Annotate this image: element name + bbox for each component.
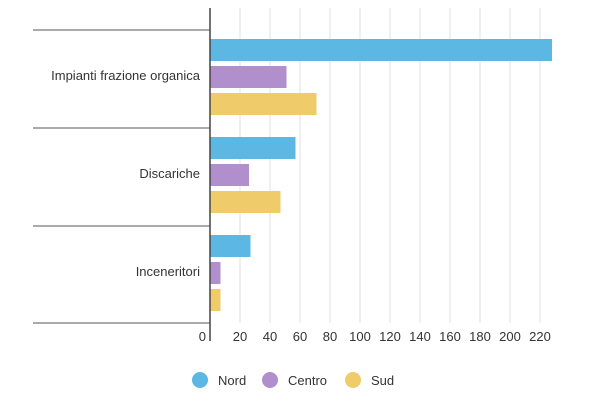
x-tick-label: 220 bbox=[529, 329, 551, 344]
bar-centro-3 bbox=[210, 262, 221, 284]
x-tick-label: 20 bbox=[233, 329, 247, 344]
category-label: Impianti frazione organica bbox=[51, 68, 201, 83]
bar-centro-1 bbox=[210, 66, 287, 88]
category-label: Inceneritori bbox=[136, 264, 200, 279]
bar-sud-1 bbox=[210, 93, 317, 115]
bar-centro-2 bbox=[210, 164, 249, 186]
x-tick-label: 140 bbox=[409, 329, 431, 344]
bar-nord-3 bbox=[210, 235, 251, 257]
legend-swatch-nord bbox=[192, 372, 208, 388]
bar-nord-2 bbox=[210, 137, 296, 159]
bar-sud-2 bbox=[210, 191, 281, 213]
x-tick-label: 80 bbox=[323, 329, 337, 344]
x-tick-label: 0 bbox=[199, 329, 206, 344]
x-tick-label: 40 bbox=[263, 329, 277, 344]
legend-label-nord: Nord bbox=[218, 373, 246, 388]
legend-label-centro: Centro bbox=[288, 373, 327, 388]
x-tick-label: 160 bbox=[439, 329, 461, 344]
x-tick-label: 100 bbox=[349, 329, 371, 344]
legend-swatch-sud bbox=[345, 372, 361, 388]
legend-label-sud: Sud bbox=[371, 373, 394, 388]
x-tick-label: 180 bbox=[469, 329, 491, 344]
x-tick-label: 200 bbox=[499, 329, 521, 344]
bar-nord-1 bbox=[210, 39, 552, 61]
legend-swatch-centro bbox=[262, 372, 278, 388]
category-label: Discariche bbox=[139, 166, 200, 181]
x-tick-label: 120 bbox=[379, 329, 401, 344]
bar-sud-3 bbox=[210, 289, 221, 311]
x-tick-label: 60 bbox=[293, 329, 307, 344]
